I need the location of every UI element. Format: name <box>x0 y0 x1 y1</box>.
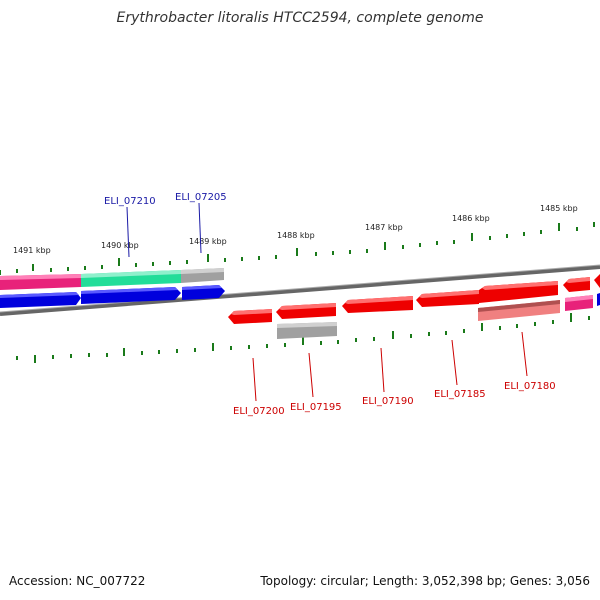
tick-label-1489: 1489 kbp <box>189 237 227 246</box>
leader-eli-07180 <box>521 331 528 377</box>
gene-label-eli-07190[interactable]: ELI_07190 <box>362 396 414 407</box>
gene-label-eli-07200[interactable]: ELI_07200 <box>233 406 285 417</box>
leader-eli-07195 <box>308 352 314 398</box>
map-title: Erythrobacter litoralis HTCC2594, comple… <box>116 10 484 26</box>
tick-label-1487: 1487 kbp <box>365 223 403 232</box>
tick-label-1491: 1491 kbp <box>13 246 51 255</box>
tick-label-1486: 1486 kbp <box>452 214 490 223</box>
leader-eli-07185 <box>451 339 458 386</box>
leader-eli-07205 <box>198 202 202 254</box>
upper-tick-scale <box>0 222 595 275</box>
gene-label-eli-07205[interactable]: ELI_07205 <box>175 192 227 203</box>
lower-tick-scale <box>16 313 590 363</box>
leader-eli-07210 <box>126 206 130 258</box>
genome-backbone <box>0 265 600 316</box>
feature-blue-edge[interactable] <box>597 293 600 306</box>
tick-label-1490: 1490 kbp <box>101 241 139 250</box>
gene-label-eli-07180[interactable]: ELI_07180 <box>504 381 556 392</box>
gene-label-eli-07185[interactable]: ELI_07185 <box>434 389 486 400</box>
tick-label-1485: 1485 kbp <box>540 204 578 213</box>
gene-reverse-cds-7[interactable] <box>594 274 600 288</box>
leader-eli-07200 <box>252 357 257 402</box>
gene-label-eli-07195[interactable]: ELI_07195 <box>290 402 342 413</box>
tick-label-1488: 1488 kbp <box>277 231 315 240</box>
leader-eli-07190 <box>380 347 385 393</box>
genome-stats-text: Topology: circular; Length: 3,052,398 bp… <box>260 574 590 588</box>
gene-label-eli-07210[interactable]: ELI_07210 <box>104 196 156 207</box>
accession-text: Accession: NC_007722 <box>9 574 146 588</box>
